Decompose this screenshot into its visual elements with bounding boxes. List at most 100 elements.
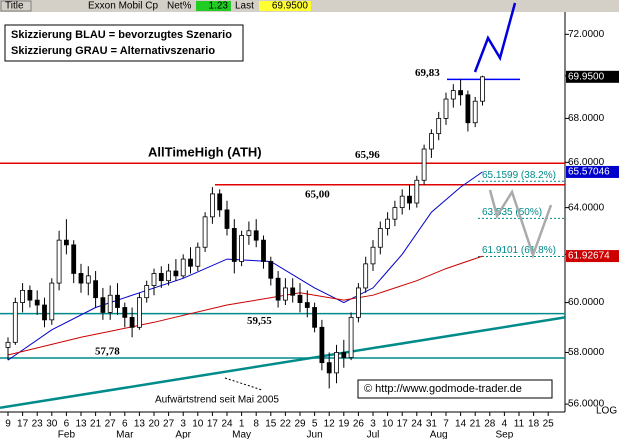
month-label: Feb	[58, 430, 76, 439]
legend: Skizzierung BLAU = bevorzugtes Szenario …	[4, 24, 244, 62]
y-tick-label: 60.0000	[568, 297, 605, 308]
candle-body	[12, 302, 18, 343]
candle-body	[217, 193, 223, 211]
moving-average	[7, 255, 483, 356]
legend-line: Skizzierung BLAU = bevorzugtes Szenario	[11, 29, 232, 41]
x-tick-label: 24	[411, 419, 423, 430]
candle-body	[188, 258, 193, 267]
candle-body	[173, 270, 179, 277]
candle-body	[334, 352, 339, 374]
x-tick-label: 28	[484, 419, 496, 430]
candle-body	[363, 263, 369, 289]
x-tick-label: 22	[280, 419, 292, 430]
x-tick-label: 6	[64, 419, 70, 430]
trend-line	[0, 316, 566, 410]
candle-body	[34, 299, 40, 306]
last-price-box	[566, 70, 619, 83]
x-tick-label: 17	[207, 419, 219, 430]
price-box	[566, 165, 619, 178]
title-text: Title	[5, 1, 24, 12]
candle-body	[115, 294, 120, 308]
y-tick-label: 64.0000	[568, 202, 605, 213]
candle-body	[355, 287, 361, 318]
candle-body	[195, 246, 201, 267]
x-tick-label: 27	[163, 419, 175, 430]
x-tick-label: 18	[528, 419, 540, 430]
symbol: Exxon Mobil Cp	[88, 1, 158, 12]
x-tick-label: 13	[75, 419, 87, 430]
y-tick-label: 56.0000	[568, 399, 605, 410]
candle-body	[144, 285, 150, 299]
candle-body	[414, 179, 420, 204]
candle-body	[268, 261, 274, 279]
y-tick-label: 58.0000	[568, 347, 605, 358]
x-tick-label: 19	[338, 419, 350, 430]
x-tick-label: 29	[294, 419, 306, 430]
candle-body	[122, 307, 128, 318]
toolbar: Title Exxon Mobil Cp Net% 1.23 Last 69.9…	[0, 0, 619, 12]
level-label: 65,00	[305, 188, 330, 200]
x-tick-label: 15	[265, 419, 277, 430]
x-tick-label: 21	[90, 419, 102, 430]
x-tick-label: 3	[370, 419, 376, 430]
candle-body	[290, 287, 296, 296]
candle-body	[261, 239, 266, 262]
candle-body	[407, 195, 412, 204]
x-tick-label: 11	[514, 419, 525, 430]
x-tick-label: 10	[192, 419, 204, 430]
net-box	[196, 1, 231, 11]
candle-body	[85, 275, 91, 284]
x-tick-label: 9	[5, 419, 11, 430]
candle-body	[49, 282, 55, 321]
x-tick-label: 17	[17, 419, 29, 430]
month-label: Aug	[430, 430, 448, 439]
candle-body	[209, 193, 215, 218]
month-label: Jun	[307, 430, 323, 439]
candle-body	[202, 216, 208, 248]
level-label: 57,78	[95, 346, 120, 358]
x-tick-label: 13	[134, 419, 146, 430]
candle-body	[100, 297, 106, 313]
candle-body	[458, 90, 464, 96]
candle-body	[465, 94, 471, 124]
y-tick-label: 68.0000	[568, 113, 605, 124]
x-tick-label: 23	[32, 419, 44, 430]
month-label: May	[232, 430, 251, 439]
fib-label: 65.1599 (38.2%)	[482, 170, 556, 181]
candle-body	[239, 235, 245, 262]
candle-body	[377, 228, 383, 248]
candle-body	[421, 148, 427, 181]
x-tick-label: 1	[239, 419, 245, 430]
candle-body	[166, 270, 172, 282]
x-tick-label: 20	[148, 419, 160, 430]
candle-body	[180, 258, 186, 277]
candle-body	[64, 239, 69, 246]
x-tick-label: 21	[470, 419, 482, 430]
x-tick-label: 3	[180, 419, 186, 430]
x-tick-label: 10	[382, 419, 394, 430]
candle-body	[326, 362, 332, 374]
candle-body	[480, 76, 485, 102]
fib-label: 63.535 (50%)	[482, 207, 542, 218]
last-price-label: 69.9500	[568, 71, 605, 82]
candle-body	[107, 294, 113, 313]
candle-body	[42, 304, 47, 321]
candle-body	[224, 209, 230, 229]
candle-body	[136, 297, 142, 328]
x-tick-label: 30	[46, 419, 58, 430]
y-tick-label: 72.0000	[568, 29, 605, 40]
copyright-box	[357, 379, 553, 399]
grey-scenario	[488, 189, 553, 259]
fib-label: 61.9101 (61.8%)	[482, 245, 556, 256]
candle-body	[93, 280, 98, 299]
candle-body	[129, 316, 135, 328]
candle-body	[253, 230, 259, 241]
candle-body	[443, 98, 449, 119]
title-button[interactable]	[0, 0, 32, 12]
x-tick-label: 24	[221, 419, 233, 430]
candle-body	[71, 244, 77, 274]
net-label: Net%	[167, 1, 192, 12]
candle-body	[312, 307, 318, 328]
candle-body	[341, 352, 347, 358]
